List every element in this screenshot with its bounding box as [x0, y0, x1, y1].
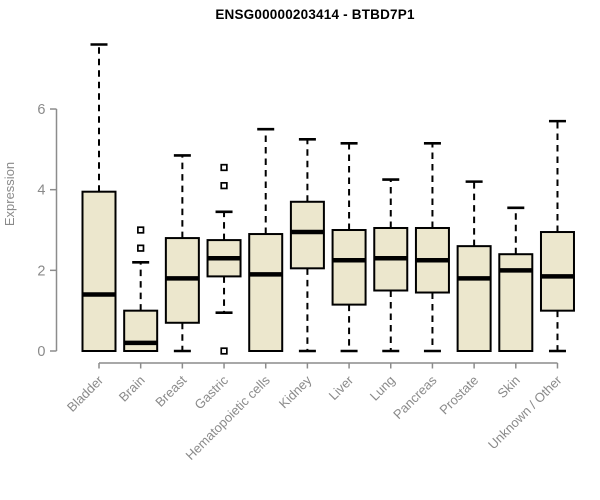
x-tick-label: Prostate — [436, 373, 481, 418]
chart-title: ENSG00000203414 - BTBD7P1 — [215, 7, 415, 22]
box-prostate — [456, 245, 492, 352]
box-kidney — [289, 200, 325, 270]
box-hematopoietic-cells — [248, 233, 284, 352]
outlier-point-brain — [137, 244, 145, 252]
y-axis-title: Expression — [2, 162, 17, 226]
box-bladder — [81, 190, 117, 352]
outlier-point-gastric — [220, 347, 228, 355]
x-tick-label: Lung — [367, 373, 398, 404]
y-tick-label: 0 — [37, 344, 45, 360]
y-tick-label: 4 — [37, 183, 45, 199]
outlier-point-gastric — [220, 163, 228, 172]
x-tick-label: Gastric — [191, 372, 231, 412]
y-tick-label: 6 — [37, 102, 45, 118]
x-tick-label: Kidney — [276, 372, 315, 411]
x-tick-label: Breast — [152, 372, 189, 409]
x-tick-label: Brain — [116, 373, 148, 405]
x-tick-label: Pancreas — [390, 372, 440, 422]
box-liver — [331, 229, 367, 306]
box-unknown-other — [539, 231, 575, 312]
x-tick-label: Bladder — [64, 372, 107, 415]
outlier-point-gastric — [220, 181, 228, 190]
x-tick-label: Unknown / Other — [485, 372, 565, 452]
x-tick-label: Liver — [326, 372, 357, 403]
outlier-point-brain — [137, 226, 145, 234]
x-tick-label: Skin — [494, 373, 522, 401]
y-tick-label: 2 — [37, 263, 45, 279]
